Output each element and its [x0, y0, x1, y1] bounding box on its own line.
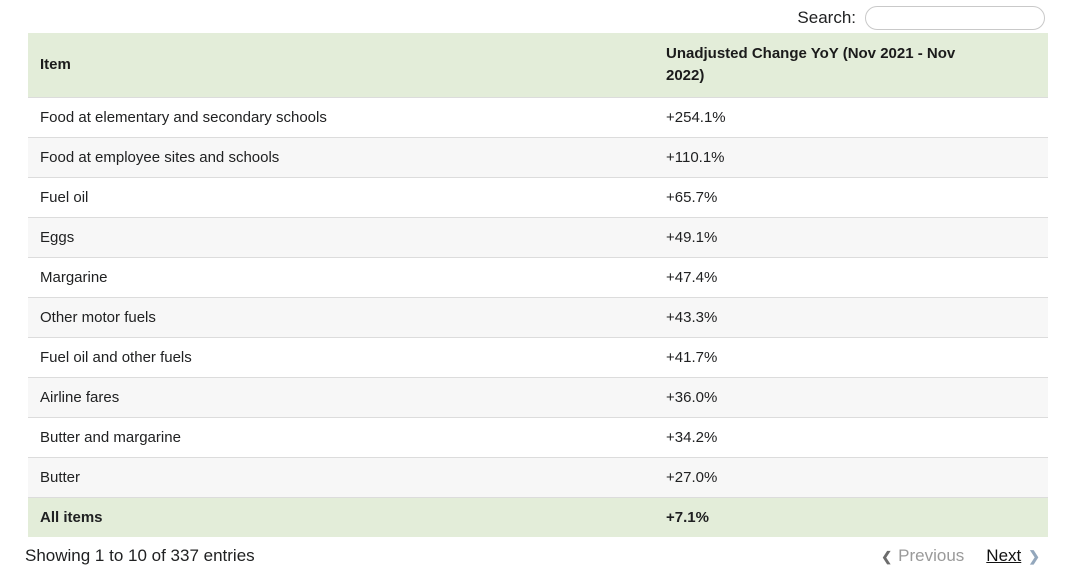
column-header-change[interactable]: Unadjusted Change YoY (Nov 2021 - Nov 20… [654, 33, 1048, 97]
change-cell: +65.7% [654, 176, 1048, 217]
previous-button[interactable]: ❮ Previous [881, 546, 964, 566]
next-button[interactable]: Next ❯ [986, 546, 1040, 566]
item-cell: Butter and margarine [28, 416, 654, 457]
change-cell: +43.3% [654, 296, 1048, 337]
search-bar: Search: [0, 0, 1080, 33]
table-row: Eggs +49.1% [28, 216, 1048, 257]
summary-row: All items +7.1% [28, 496, 1048, 537]
change-cell: +34.2% [654, 416, 1048, 457]
change-cell: +47.4% [654, 256, 1048, 297]
next-label: Next [986, 546, 1022, 565]
item-cell: Food at elementary and secondary schools [28, 96, 654, 137]
change-cell: +36.0% [654, 376, 1048, 417]
entries-info: Showing 1 to 10 of 337 entries [25, 546, 255, 565]
item-cell: Margarine [28, 256, 654, 297]
table-row: Other motor fuels +43.3% [28, 296, 1048, 337]
column-header-item[interactable]: Item [28, 33, 654, 97]
table-footer: Showing 1 to 10 of 337 entries ❮ Previou… [0, 546, 1080, 566]
search-input[interactable] [865, 5, 1045, 30]
pagination: ❮ Previous Next ❯ [881, 546, 1040, 566]
table-header: Item Unadjusted Change YoY (Nov 2021 - N… [28, 33, 1048, 97]
item-cell: Eggs [28, 216, 654, 257]
chevron-right-icon: ❯ [1028, 548, 1040, 564]
change-cell: +49.1% [654, 216, 1048, 257]
table-body: Food at elementary and secondary schools… [28, 96, 1048, 497]
header-row: Item Unadjusted Change YoY (Nov 2021 - N… [28, 33, 1048, 97]
table-row: Butter and margarine +34.2% [28, 416, 1048, 457]
table-row: Butter +27.0% [28, 456, 1048, 497]
search-label: Search: [797, 7, 856, 27]
item-cell: Food at employee sites and schools [28, 136, 654, 177]
table-row: Airline fares +36.0% [28, 376, 1048, 417]
table-summary: All items +7.1% [28, 496, 1048, 537]
change-cell: +110.1% [654, 136, 1048, 177]
summary-change-cell: +7.1% [654, 496, 1048, 537]
item-cell: Airline fares [28, 376, 654, 417]
chevron-left-icon: ❮ [881, 548, 893, 564]
change-cell: +254.1% [654, 96, 1048, 137]
item-cell: Fuel oil and other fuels [28, 336, 654, 377]
item-cell: Fuel oil [28, 176, 654, 217]
item-cell: Other motor fuels [28, 296, 654, 337]
change-cell: +41.7% [654, 336, 1048, 377]
table-row: Food at elementary and secondary schools… [28, 96, 1048, 137]
table-row: Margarine +47.4% [28, 256, 1048, 297]
change-cell: +27.0% [654, 456, 1048, 497]
item-cell: Butter [28, 456, 654, 497]
table-row: Fuel oil and other fuels +41.7% [28, 336, 1048, 377]
summary-item-cell: All items [28, 496, 654, 537]
table-row: Fuel oil +65.7% [28, 176, 1048, 217]
data-table: Item Unadjusted Change YoY (Nov 2021 - N… [28, 33, 1048, 537]
previous-label: Previous [898, 546, 965, 565]
table-row: Food at employee sites and schools +110.… [28, 136, 1048, 177]
